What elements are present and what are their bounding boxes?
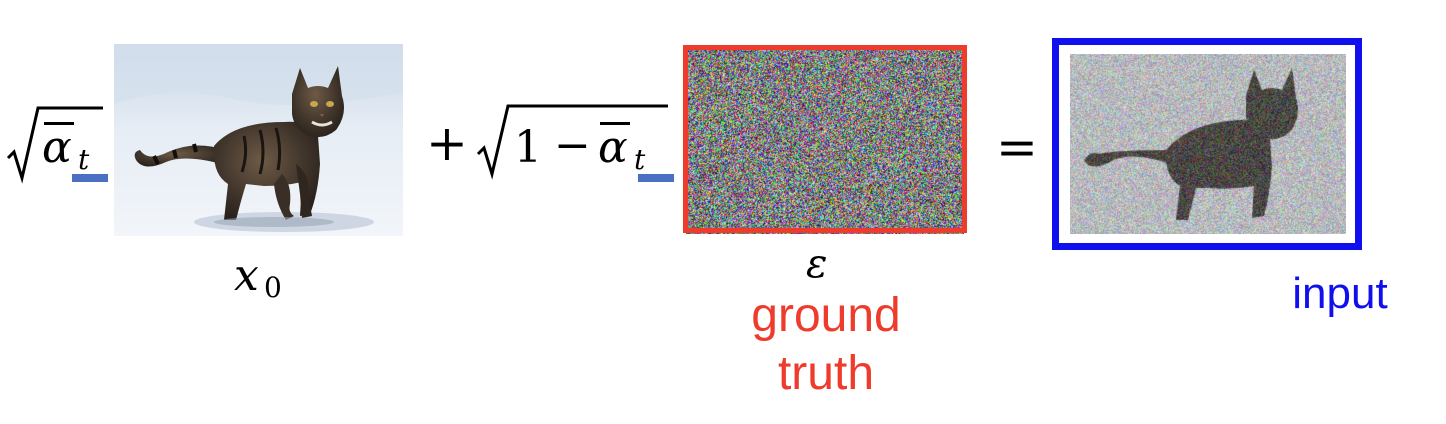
noise-image <box>686 48 964 234</box>
x0-label: x 0 <box>234 254 294 304</box>
plus-sign: + <box>426 114 468 172</box>
ground-truth-label-line1: ground <box>751 289 901 342</box>
epsilon-label: ε <box>806 241 828 287</box>
one-symbol: 1 <box>514 122 542 173</box>
gaussian-noise-icon <box>686 48 964 234</box>
sqrt-one-minus-alpha-bar-t-coefficient: 1 − α t <box>472 0 682 200</box>
noisy-input-image <box>1070 54 1346 234</box>
alpha-overbar <box>44 122 74 125</box>
x-symbol: x <box>234 250 259 301</box>
x-subscript-0: 0 <box>264 271 282 304</box>
blue-dash-marker <box>72 174 108 182</box>
noisy-cat-photo-icon <box>1070 54 1346 234</box>
alpha-symbol: α <box>42 122 72 173</box>
cat-photo-icon <box>114 44 403 236</box>
subscript-t-2: t <box>634 143 646 176</box>
radical-sign-icon <box>6 106 103 184</box>
subscript-t: t <box>78 143 90 176</box>
blue-dash-marker-2 <box>638 174 674 182</box>
input-label: input <box>1292 269 1388 318</box>
ground-truth-frame <box>683 45 967 233</box>
clean-cat-image <box>114 44 403 236</box>
ground-truth-label-line2: truth <box>777 347 875 400</box>
radical-sign-icon-2 <box>476 104 668 180</box>
alpha-symbol-2: α <box>598 122 628 173</box>
sqrt-alpha-bar-t-coefficient: α t <box>0 0 110 200</box>
alpha-overbar-2 <box>600 122 630 125</box>
minus-sign: − <box>554 120 591 171</box>
equals-sign: = <box>996 118 1038 176</box>
input-frame <box>1052 38 1362 250</box>
